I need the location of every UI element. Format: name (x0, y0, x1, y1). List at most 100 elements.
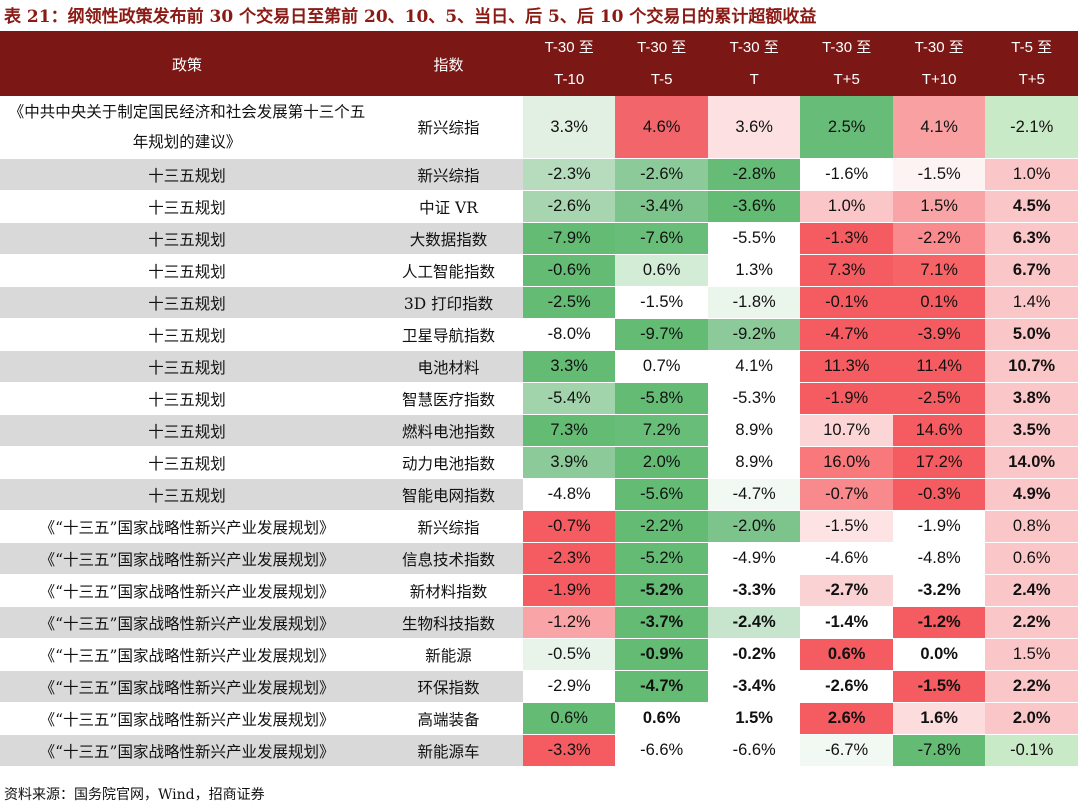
return-value-cell: -2.8% (707, 158, 801, 191)
return-value-cell: -1.8% (707, 286, 801, 319)
return-value-cell: -6.6% (707, 734, 801, 767)
index-cell: 3D 打印指数 (374, 286, 523, 319)
return-value-cell: 0.1% (892, 286, 986, 319)
return-value-cell: -4.7% (800, 318, 893, 351)
policy-cell: 十三五规划 (0, 158, 375, 191)
policy-cell: 《中共中央关于制定国民经济和社会发展第十三个五年规划的建议》 (0, 96, 375, 159)
header-top-rule (0, 31, 1078, 32)
return-value-cell: -1.4% (800, 606, 893, 639)
return-value-cell: -2.3% (522, 158, 616, 191)
return-value-cell: -7.6% (615, 222, 708, 255)
policy-cell: 十三五规划 (0, 318, 375, 351)
return-value-cell: 3.3% (522, 96, 616, 159)
return-value-cell: 0.6% (800, 638, 893, 671)
policy-cell: 十三五规划 (0, 286, 375, 319)
return-value-cell: 7.2% (615, 414, 708, 447)
index-cell: 中证 VR (374, 190, 523, 223)
index-cell: 环保指数 (374, 670, 523, 703)
return-value-cell: -0.2% (707, 638, 801, 671)
header-period-4: T-30 至 T+5 (822, 39, 872, 88)
return-value-cell: 0.0% (892, 638, 986, 671)
return-value-cell: 2.0% (985, 702, 1078, 735)
table-row: 十三五规划 3D 打印指数 -2.5% -1.5% -1.8% -0.1% 0.1% 1.4% (0, 286, 1078, 319)
table-row: 《“十三五”国家战略性新兴产业发展规划》 新能源车 -3.3% -6.6% -6.6% -… (0, 734, 1078, 767)
return-value-cell: 2.0% (615, 446, 708, 479)
table-row: 十三五规划 动力电池指数 3.9% 2.0% 8.9% 16.0% 17.2% 14.0% (0, 446, 1078, 479)
table-row: 《“十三五”国家战略性新兴产业发展规划》 信息技术指数 -2.3% -5.2% -4.9… (0, 542, 1078, 575)
table-row: 《“十三五”国家战略性新兴产业发展规划》 生物科技指数 -1.2% -3.7% -2.4… (0, 606, 1078, 639)
return-value-cell: 0.6% (985, 542, 1078, 575)
header-period-5: T-30 至 T+10 (914, 39, 964, 88)
return-value-cell: -1.2% (522, 606, 616, 639)
table-row: 《“十三五”国家战略性新兴产业发展规划》 环保指数 -2.9% -4.7% -3.4% -… (0, 670, 1078, 703)
return-value-cell: -5.4% (522, 382, 616, 415)
return-value-cell: -1.9% (800, 382, 893, 415)
return-value-cell: -4.8% (892, 542, 986, 575)
index-cell: 新能源 (374, 638, 523, 671)
header-policy: 政策 (172, 55, 203, 74)
return-value-cell: 3.5% (985, 414, 1078, 447)
return-value-cell: -2.2% (892, 222, 986, 255)
return-value-cell: -3.6% (707, 190, 801, 223)
return-value-cell: -1.9% (892, 510, 986, 543)
return-value-cell: 10.7% (800, 414, 893, 447)
index-cell: 高端装备 (374, 702, 523, 735)
return-value-cell: -2.9% (522, 670, 616, 703)
return-value-cell: 0.7% (615, 350, 708, 383)
return-value-cell: 8.9% (707, 414, 801, 447)
return-value-cell: -1.5% (892, 158, 986, 191)
return-value-cell: 1.5% (892, 190, 986, 223)
return-value-cell: -5.6% (615, 478, 708, 511)
return-value-cell: -1.9% (522, 574, 616, 607)
policy-cell: 十三五规划 (0, 414, 375, 447)
table-row: 十三五规划 大数据指数 -7.9% -7.6% -5.5% -1.3% -2.2% 6.3% (0, 222, 1078, 255)
return-value-cell: 14.0% (985, 446, 1078, 479)
return-value-cell: -2.5% (892, 382, 986, 415)
return-value-cell: 3.8% (985, 382, 1078, 415)
return-value-cell: 4.6% (615, 96, 708, 159)
return-value-cell: 7.1% (892, 254, 986, 287)
table-body: 《中共中央关于制定国民经济和社会发展第十三个五年规划的建议》 新兴综指 3.3% 4.… (0, 96, 1078, 767)
return-value-cell: -4.6% (800, 542, 893, 575)
table-row: 《“十三五”国家战略性新兴产业发展规划》 新材料指数 -1.9% -5.2% -3.3%… (0, 574, 1078, 607)
return-value-cell: -0.7% (522, 510, 616, 543)
return-value-cell: -8.0% (522, 318, 616, 351)
policy-cell: 十三五规划 (0, 350, 375, 383)
policy-cell: 十三五规划 (0, 254, 375, 287)
header-period-2: T-30 至 T-5 (637, 39, 687, 88)
table-row: 《“十三五”国家战略性新兴产业发展规划》 高端装备 0.6% 0.6% 1.5% 2.6%… (0, 702, 1078, 735)
return-value-cell: -0.9% (615, 638, 708, 671)
index-cell: 生物科技指数 (374, 606, 523, 639)
return-value-cell: 14.6% (892, 414, 986, 447)
return-value-cell: 1.5% (707, 702, 801, 735)
return-value-cell: -5.3% (707, 382, 801, 415)
return-value-cell: -7.9% (522, 222, 616, 255)
table-row: 十三五规划 智慧医疗指数 -5.4% -5.8% -5.3% -1.9% -2.5% 3.8% (0, 382, 1078, 415)
return-value-cell: 4.5% (985, 190, 1078, 223)
header-index: 指数 (433, 55, 464, 74)
index-cell: 新兴综指 (374, 510, 523, 543)
return-value-cell: 16.0% (800, 446, 893, 479)
return-value-cell: -6.7% (800, 734, 893, 767)
return-value-cell: -2.2% (615, 510, 708, 543)
return-value-cell: 4.9% (985, 478, 1078, 511)
return-value-cell: -4.7% (707, 478, 801, 511)
return-value-cell: -6.6% (615, 734, 708, 767)
return-value-cell: 10.7% (985, 350, 1078, 383)
policy-cell: 十三五规划 (0, 190, 375, 223)
return-value-cell: 5.0% (985, 318, 1078, 351)
return-value-cell: 11.3% (800, 350, 893, 383)
return-value-cell: 6.3% (985, 222, 1078, 255)
return-value-cell: -9.2% (707, 318, 801, 351)
index-cell: 动力电池指数 (374, 446, 523, 479)
index-cell: 新兴综指 (374, 158, 523, 191)
return-value-cell: 1.4% (985, 286, 1078, 319)
table-row: 十三五规划 智能电网指数 -4.8% -5.6% -4.7% -0.7% -0.3% 4.9% (0, 478, 1078, 511)
return-value-cell: -4.7% (615, 670, 708, 703)
return-value-cell: 2.6% (800, 702, 893, 735)
return-value-cell: -4.8% (522, 478, 616, 511)
table-row: 十三五规划 中证 VR -2.6% -3.4% -3.6% 1.0% 1.5% 4.5% (0, 190, 1078, 223)
return-value-cell: -5.2% (615, 542, 708, 575)
